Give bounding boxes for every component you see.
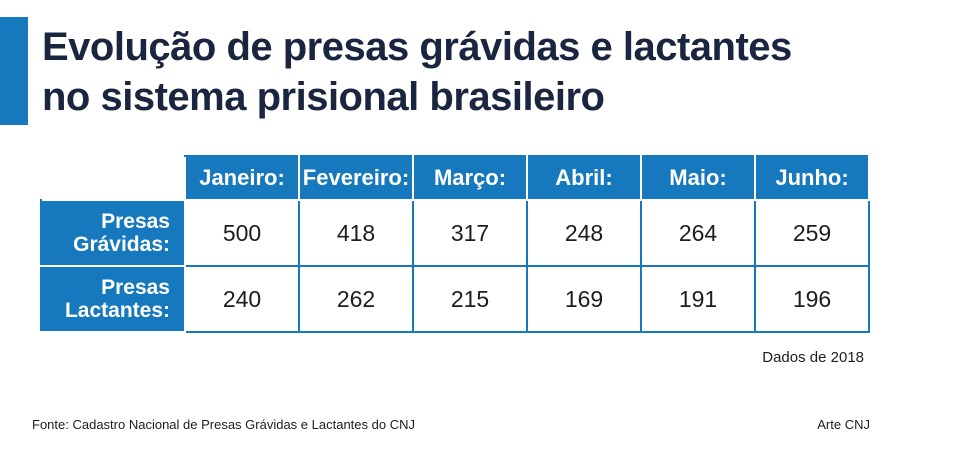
title-line-2: no sistema prisional brasileiro [42, 75, 605, 119]
row-header-lactantes-line-2: Lactantes: [64, 299, 170, 322]
row-header-gravidas: Presas Grávidas: [40, 199, 186, 267]
cell-lactantes-janeiro: 240 [184, 265, 300, 333]
header-row: Janeiro: Fevereiro: Março: Abril: Maio: … [41, 155, 870, 201]
data-table: Janeiro: Fevereiro: Março: Abril: Maio: … [40, 155, 870, 333]
cell-gravidas-fevereiro: 418 [298, 199, 414, 267]
row-header-gravidas-line-2: Grávidas: [73, 233, 170, 256]
column-header-fevereiro: Fevereiro: [298, 155, 414, 201]
art-credit: Arte CNJ [817, 417, 870, 432]
column-header-maio: Maio: [640, 155, 756, 201]
table-corner [41, 156, 185, 200]
table-row-gravidas: Presas Grávidas: 500 418 317 248 264 259 [40, 199, 870, 267]
title-accent-bar [0, 17, 28, 125]
column-header-abril: Abril: [526, 155, 642, 201]
title-line-1: Evolução de presas grávidas e lactantes [42, 25, 792, 69]
cell-lactantes-junho: 196 [754, 265, 870, 333]
column-header-janeiro: Janeiro: [184, 155, 300, 201]
cell-lactantes-abril: 169 [526, 265, 642, 333]
data-year-note: Dados de 2018 [762, 349, 864, 366]
cell-gravidas-junho: 259 [754, 199, 870, 267]
cell-lactantes-marco: 215 [412, 265, 528, 333]
source-caption: Fonte: Cadastro Nacional de Presas Grávi… [32, 417, 415, 432]
page-title: Evolução de presas grávidas e lactantes … [42, 22, 792, 122]
row-header-lactantes-line-1: Presas [101, 276, 170, 299]
column-header-marco: Março: [412, 155, 528, 201]
column-header-junho: Junho: [754, 155, 870, 201]
row-header-lactantes: Presas Lactantes: [40, 265, 186, 333]
cell-lactantes-fevereiro: 262 [298, 265, 414, 333]
cell-lactantes-maio: 191 [640, 265, 756, 333]
cell-gravidas-janeiro: 500 [184, 199, 300, 267]
cell-gravidas-maio: 264 [640, 199, 756, 267]
table-row-lactantes: Presas Lactantes: 240 262 215 169 191 19… [40, 265, 870, 333]
row-header-gravidas-line-1: Presas [101, 210, 170, 233]
cell-gravidas-abril: 248 [526, 199, 642, 267]
cell-gravidas-marco: 317 [412, 199, 528, 267]
